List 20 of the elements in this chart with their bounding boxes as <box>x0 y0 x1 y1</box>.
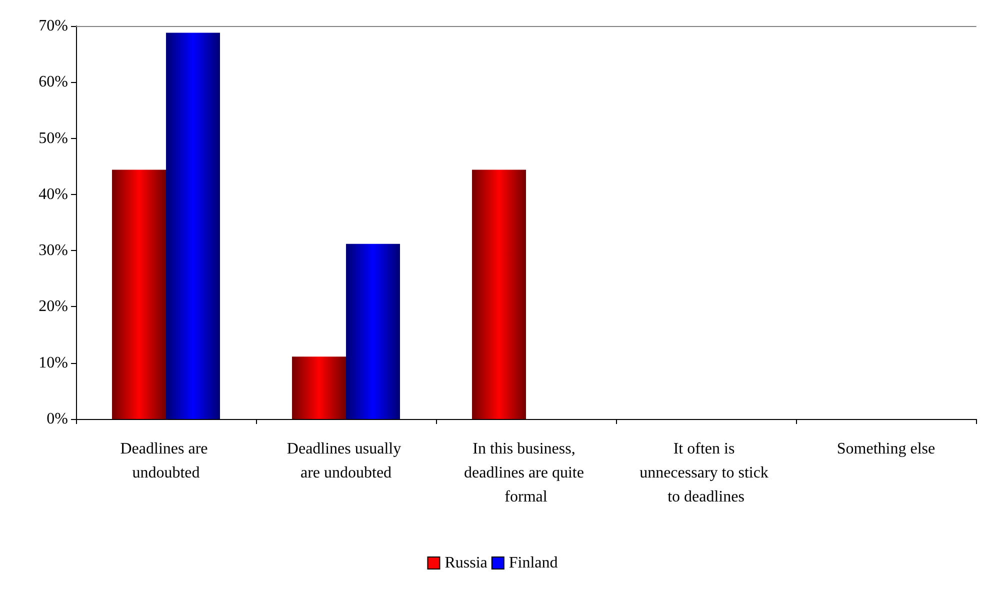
bar <box>112 170 166 419</box>
legend-label: Russia <box>444 554 488 572</box>
y-tick-label: 30% <box>38 242 68 260</box>
x-tick-label: It often is unnecessary to stick to deadlines <box>640 440 772 506</box>
y-tick-label: 70% <box>38 18 68 34</box>
y-tick-label: 20% <box>38 298 68 316</box>
bar <box>292 356 346 419</box>
bar <box>472 170 526 419</box>
bar <box>346 244 400 419</box>
legend-label: Finland <box>508 554 558 572</box>
x-tick-label: Deadlines usually are undoubted <box>286 440 406 482</box>
x-tick-label: In this business, deadlines are quite formal <box>464 440 588 506</box>
y-tick-label: 50% <box>38 130 68 147</box>
bar <box>166 32 220 419</box>
x-tick-label: Something else <box>836 440 936 458</box>
y-tick-label: 40% <box>38 186 68 203</box>
y-tick-label: 0% <box>46 410 68 428</box>
y-tick-label: 10% <box>38 354 68 372</box>
y-tick-label: 60% <box>38 74 68 91</box>
x-tick-label: Deadlines are undoubted <box>120 440 212 482</box>
